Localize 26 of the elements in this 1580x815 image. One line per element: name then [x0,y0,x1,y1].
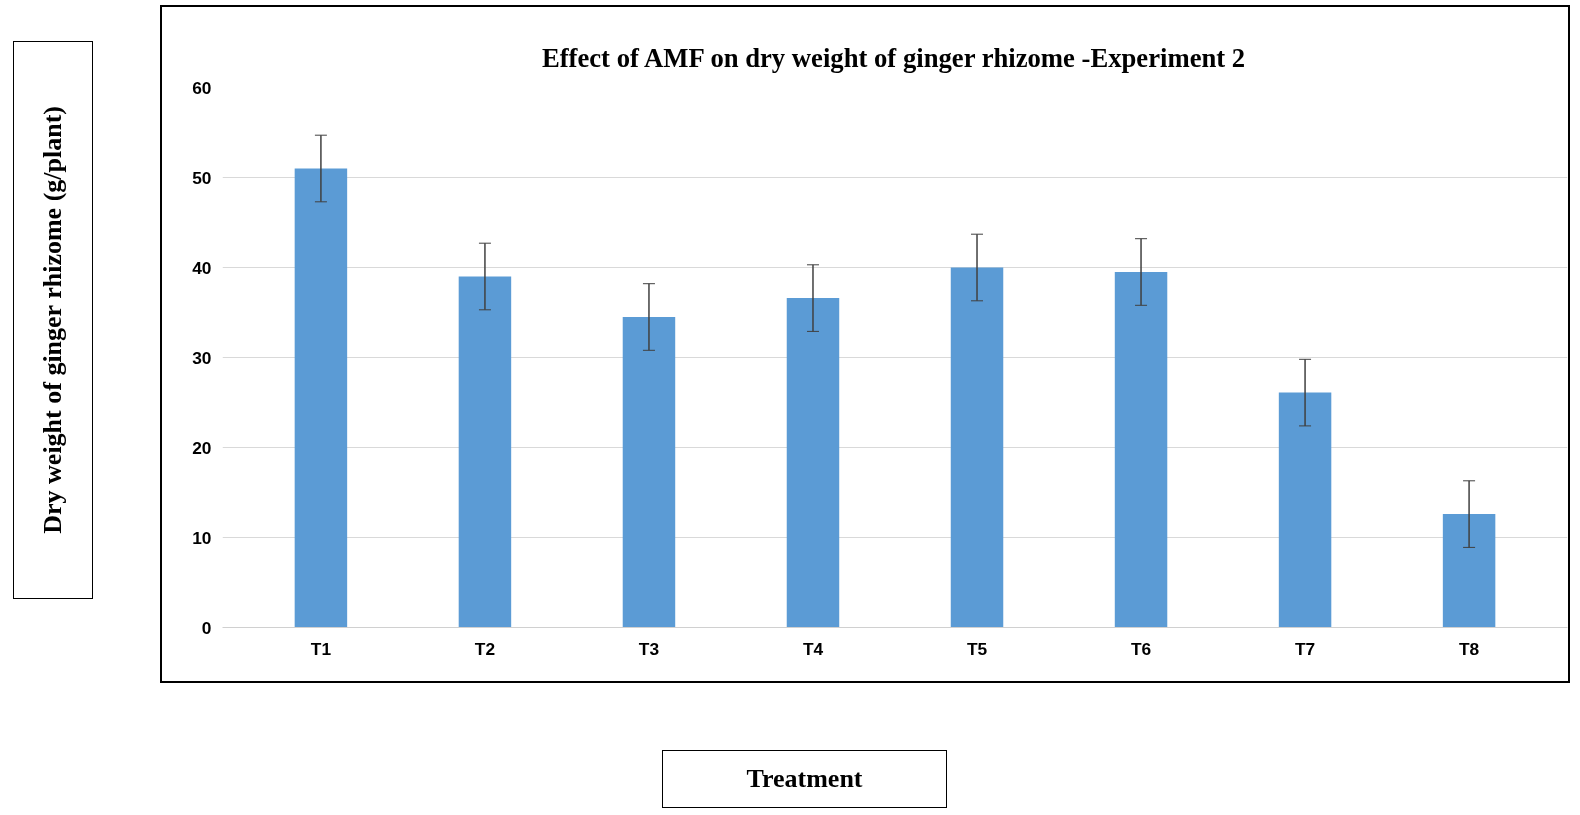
bar [622,317,676,628]
x-tick-label: T7 [1294,638,1316,659]
x-tick-label: T5 [966,638,988,659]
bar [950,267,1004,628]
x-tick-label: T8 [1458,638,1480,659]
bar [458,276,512,628]
x-tick-label: T3 [638,638,660,659]
bar [294,168,348,628]
y-tick-label: 0 [201,617,212,638]
bar [1442,514,1496,628]
x-tick-label: T1 [310,638,332,659]
bar [1278,392,1332,628]
y-tick-label: 60 [192,77,212,98]
chart-title: Effect of AMF on dry weight of ginger rhizome -Experiment 2 [541,42,1246,73]
y-tick-label: 10 [192,527,212,548]
y-tick-label: 40 [192,257,212,278]
y-axis-title: Dry weight of ginger rhizome (g/plant) [37,106,69,534]
bar [786,298,840,628]
x-tick-label: T6 [1130,638,1152,659]
x-tick-label: T2 [474,638,496,659]
y-tick-label: 20 [192,437,212,458]
bar [1114,272,1168,628]
y-tick-label: 30 [192,347,212,368]
y-tick-label: 50 [192,167,212,188]
x-tick-label: T4 [802,638,824,659]
x-axis-title: Treatment [662,750,947,808]
